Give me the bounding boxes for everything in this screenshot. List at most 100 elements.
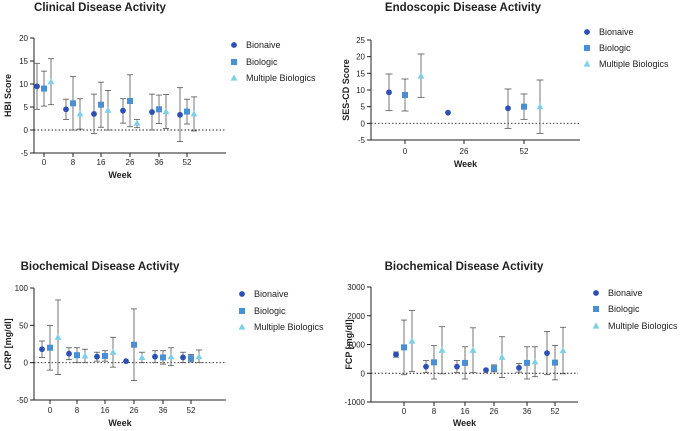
data-point-triangle <box>104 106 112 113</box>
data-point-square <box>74 352 80 359</box>
data-point-triangle <box>133 119 141 126</box>
y-tick-label: 25 <box>356 36 365 45</box>
data-point-square <box>188 355 194 362</box>
x-tick-label: 52 <box>187 406 196 415</box>
data-point-circle <box>423 363 429 370</box>
legend-marker <box>593 306 599 312</box>
data-point-triangle <box>167 353 175 360</box>
x-tick-label: 26 <box>130 406 139 415</box>
legend-marker <box>230 74 238 81</box>
y-tick-label: 0 <box>361 119 366 128</box>
legend-marker <box>231 59 237 65</box>
data-point-circle <box>386 89 392 96</box>
x-tick-label: 16 <box>101 406 110 415</box>
legend-entry: Bionaive <box>608 288 643 298</box>
data-point-circle <box>123 358 129 365</box>
x-tick-label: 0 <box>403 147 408 156</box>
chart-title: Biochemical Disease Activity <box>385 261 544 273</box>
legend-entry: Bionaive <box>599 27 634 37</box>
data-point-triangle <box>81 352 89 359</box>
y-tick-label: 15 <box>356 69 365 78</box>
x-tick-label: 26 <box>460 147 469 156</box>
legend-marker <box>239 291 245 297</box>
x-axis-label: Week <box>108 418 132 428</box>
data-point-circle <box>149 109 155 115</box>
legend-marker <box>238 323 246 330</box>
x-tick-label: 8 <box>75 406 80 415</box>
data-point-circle <box>483 367 489 373</box>
legend-marker <box>583 60 591 67</box>
data-point-triangle <box>536 103 544 110</box>
data-point-circle <box>63 106 69 113</box>
legend-entry: Multiple Biologics <box>254 322 324 332</box>
data-point-circle <box>152 353 158 360</box>
x-tick-label: 36 <box>523 407 532 416</box>
y-tick-label: 5 <box>361 103 366 112</box>
y-tick-label: 0 <box>24 359 29 368</box>
x-tick-label: 26 <box>490 407 499 416</box>
y-tick-label: 10 <box>356 86 365 95</box>
y-tick-label: -50 <box>16 396 28 405</box>
y-tick-label: 0 <box>361 369 366 378</box>
x-axis-label: Week <box>454 159 478 169</box>
legend-entry: Biologic <box>599 43 631 53</box>
legend-marker <box>584 45 590 51</box>
y-tick-label: 20 <box>19 34 28 43</box>
data-point-triangle <box>76 110 84 117</box>
legend-entry: Biologic <box>254 306 286 316</box>
chart-title: Clinical Disease Activity <box>34 2 166 14</box>
data-point-square <box>160 354 166 361</box>
x-tick-label: 8 <box>71 158 76 167</box>
y-tick-label: 3000 <box>347 283 365 292</box>
x-axis-label: Week <box>453 418 477 428</box>
data-point-triangle <box>54 333 62 340</box>
chart-clinical: Clinical Disease Activity -5 0 5 10 15 20 0 8 16 2… <box>3 2 316 180</box>
y-axis-label: HBI Score <box>3 74 13 117</box>
y-tick-label: 1000 <box>347 341 365 350</box>
data-point-square <box>102 352 108 359</box>
legend-entry: Biologic <box>246 57 278 67</box>
data-point-square <box>131 341 137 348</box>
y-tick-label: -5 <box>358 136 366 145</box>
legend-marker <box>239 308 245 314</box>
data-point-triangle <box>469 346 477 353</box>
y-tick-label: 50 <box>19 321 28 330</box>
data-point-triangle <box>498 353 506 360</box>
legend-entry: Bionaive <box>246 40 281 50</box>
data-point-triangle <box>138 353 146 361</box>
x-tick-label: 52 <box>551 407 560 416</box>
data-point-triangle <box>109 348 117 355</box>
legend-marker <box>231 42 237 48</box>
data-point-square <box>156 106 162 113</box>
data-point-square <box>491 365 497 372</box>
chart-title: Biochemical Disease Activity <box>21 261 180 273</box>
data-point-triangle <box>190 110 198 117</box>
data-point-triangle <box>438 346 446 353</box>
data-point-circle <box>505 105 511 112</box>
x-tick-label: 0 <box>48 406 53 415</box>
legend-entry: Biologic <box>608 304 640 314</box>
x-tick-label: 52 <box>520 147 529 156</box>
y-tick-label: 5 <box>24 103 29 112</box>
x-axis-label: Week <box>108 170 132 180</box>
x-tick-label: 0 <box>42 158 47 167</box>
data-point-square <box>127 98 133 105</box>
legend-marker <box>593 290 599 296</box>
x-tick-label: 8 <box>432 407 437 416</box>
data-point-circle <box>445 109 451 116</box>
data-point-triangle <box>559 346 567 354</box>
legend-entry: Multiple Biologics <box>599 59 669 69</box>
y-tick-label: 0 <box>24 126 29 135</box>
legend-entry: Multiple Biologics <box>246 73 316 83</box>
data-point-circle <box>544 350 550 357</box>
data-point-circle <box>393 351 399 358</box>
x-tick-label: 0 <box>402 407 407 416</box>
data-point-circle <box>34 83 40 90</box>
y-tick-label: 10 <box>19 80 28 89</box>
y-tick-label: -5 <box>21 149 29 158</box>
data-point-square <box>47 344 53 351</box>
data-point-square <box>524 359 530 366</box>
legend-marker <box>584 29 590 35</box>
data-point-triangle <box>531 358 539 365</box>
